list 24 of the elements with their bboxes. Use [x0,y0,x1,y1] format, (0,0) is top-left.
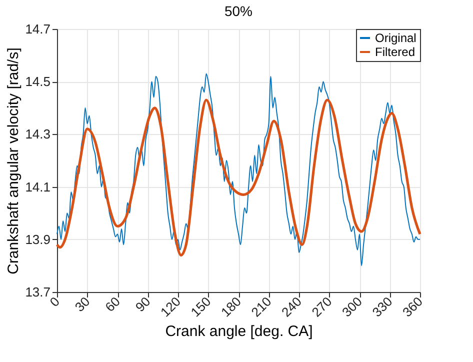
x-tick-label: 150 [188,294,214,320]
y-tick-label: 14.5 [25,74,50,90]
chart-title: 50% [224,3,253,19]
x-tick-label: 30 [72,294,93,315]
x-tick-label: 90 [132,294,154,315]
y-axis-title: Crankshaft angular velocity [rad/s] [5,48,22,274]
y-tick-label: 13.9 [25,232,50,247]
x-tick-label: 270 [308,294,335,320]
legend-label: Filtered [375,45,416,59]
x-tick-label: 330 [369,294,396,320]
x-tick-label: 210 [248,294,274,320]
x-tick-label: 300 [338,294,365,320]
line-series [56,73,420,266]
legend-label: Original [375,31,416,45]
y-tick-label: 14.1 [25,179,50,194]
x-axis-title: Crank angle [deg. CA] [165,322,313,340]
y-tick-label: 14.7 [25,22,50,36]
x-tick-label: 180 [218,294,244,320]
x-tick-label: 60 [102,294,123,315]
x-tick-label: 120 [157,294,184,320]
x-tick-label: 360 [399,294,426,320]
y-tick-label: 14.3 [25,126,50,142]
line-series [56,98,422,256]
x-tick-label: 240 [278,294,304,320]
